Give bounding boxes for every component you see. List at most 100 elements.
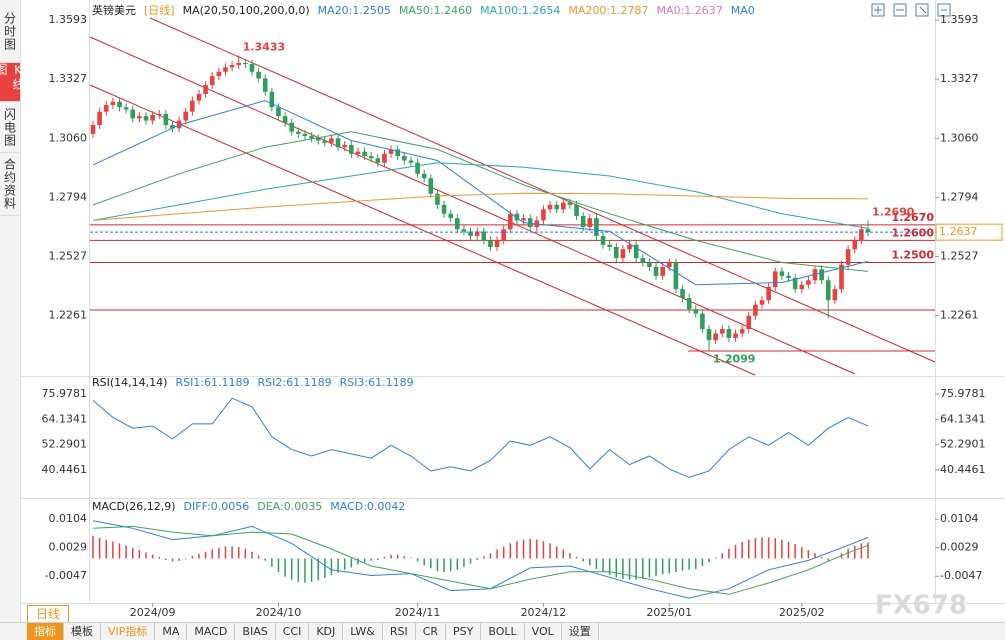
candle-body [713,333,718,341]
toolbar-icons[interactable] [871,3,951,17]
macd-bar [449,558,452,572]
candle-body [587,218,593,228]
candle-body [349,144,354,154]
y-tick-label: 64.1341 [42,412,88,425]
toolbar-item[interactable]: CCI [276,623,310,640]
legend-entry: DIFF:0.0056 [184,500,250,513]
macd-bar [410,557,412,559]
last-price-box [935,223,1003,241]
macd-bar [105,539,107,559]
toolbar-item[interactable]: 模板 [64,623,101,640]
toolbar-item[interactable]: VOL [525,623,562,640]
candle-body [673,262,679,290]
price-level-label: 1.2600 [892,226,935,239]
macd-bar [801,547,803,559]
candle-body [620,249,626,259]
macd-bar [562,549,565,559]
y-tick-label: 0.0029 [49,541,88,554]
x-tick-label: 2025/02 [779,606,825,619]
macd-bar [317,558,319,581]
macd-bar [151,554,154,559]
toolbar-item[interactable]: BOLL [481,623,525,640]
toolbar-item[interactable]: CR [416,623,447,640]
macd-bar [628,558,631,580]
candle-body [322,140,328,143]
macd-bar [708,558,710,563]
sidebar-tab[interactable]: 闪电图 [0,102,20,153]
macd-bar [860,543,863,559]
macd-bar [807,550,810,559]
candle-body [223,67,228,72]
macd-bar [297,558,300,582]
sidebar-tab[interactable]: K线图 [0,63,25,102]
macd-bar [436,558,439,572]
candle-body [839,264,844,290]
macd-bar [304,558,306,583]
toolbar-item[interactable]: PSY [446,623,482,640]
macd-bar [118,543,121,559]
macd-bar [529,538,531,559]
macd-bar [125,545,127,559]
candle-body [607,244,612,248]
candle-body [481,231,487,241]
x-tick-label: 2024/12 [521,606,567,619]
toolbar-item[interactable]: MA [155,623,188,640]
candle-body [633,244,639,259]
macd-bar [516,541,518,559]
candle-body [408,160,414,163]
macd-bar [642,558,644,579]
candle-body [580,215,586,228]
toolbar-item[interactable]: RSI [383,623,416,640]
toolbar-item[interactable]: LW& [343,623,383,640]
legend-entry: DEA:0.0035 [257,500,322,513]
y-tick-label: 1.3327 [49,72,88,85]
macd-bar [92,535,94,559]
candle-body [640,258,646,263]
macd-bar [390,554,392,559]
macd-bar [184,558,187,560]
macd-bar [158,556,160,559]
legend-entry: MA200:1.2787 [568,4,648,17]
candle-body [150,115,155,121]
macd-bar [112,541,114,559]
candle-body [488,240,493,248]
toolbar-item[interactable]: BIAS [235,623,276,640]
sidebar-tab[interactable]: 合约资料 [0,153,20,216]
candle-body [282,116,288,123]
macd-bar [794,544,796,559]
candle-body [388,149,394,154]
candle-body [521,218,526,221]
candle-body [753,304,758,316]
candle-body [289,122,295,132]
macd-bar [615,558,618,578]
macd-bar [622,558,624,579]
macd-bar [688,558,690,570]
y-tick-label: 40.4461 [42,463,88,476]
candle-body [209,76,215,86]
price-annotation: 1.2690 [872,205,915,218]
macd-bar [324,558,326,579]
toolbar-item[interactable]: 设置 [562,623,599,640]
candle-body [706,329,712,341]
macd-bar [867,542,869,559]
y-tick-label: 0.0104 [940,512,979,525]
macd-bar [98,537,101,559]
macd-bar [734,544,737,559]
macd-bar [695,558,697,570]
toolbar-item[interactable]: MACD [187,623,236,640]
macd-bar [820,556,823,559]
toolbar-item[interactable]: 指标 [27,623,64,640]
toolbar-item[interactable]: KDJ [309,623,344,640]
candle-body [183,111,189,121]
sidebar-tab[interactable]: 分时图 [0,0,20,63]
candle-body [514,213,520,221]
trend-channels [89,17,936,376]
macd-bar [251,551,253,559]
macd-bar [284,558,286,577]
candle-body [567,202,573,205]
macd-bar [767,537,770,559]
candle-body [806,280,811,285]
y-tick-label: 64.1341 [940,412,986,425]
toolbar-item[interactable]: VIP指标 [101,623,156,640]
period-button[interactable]: 日线 [27,605,69,623]
